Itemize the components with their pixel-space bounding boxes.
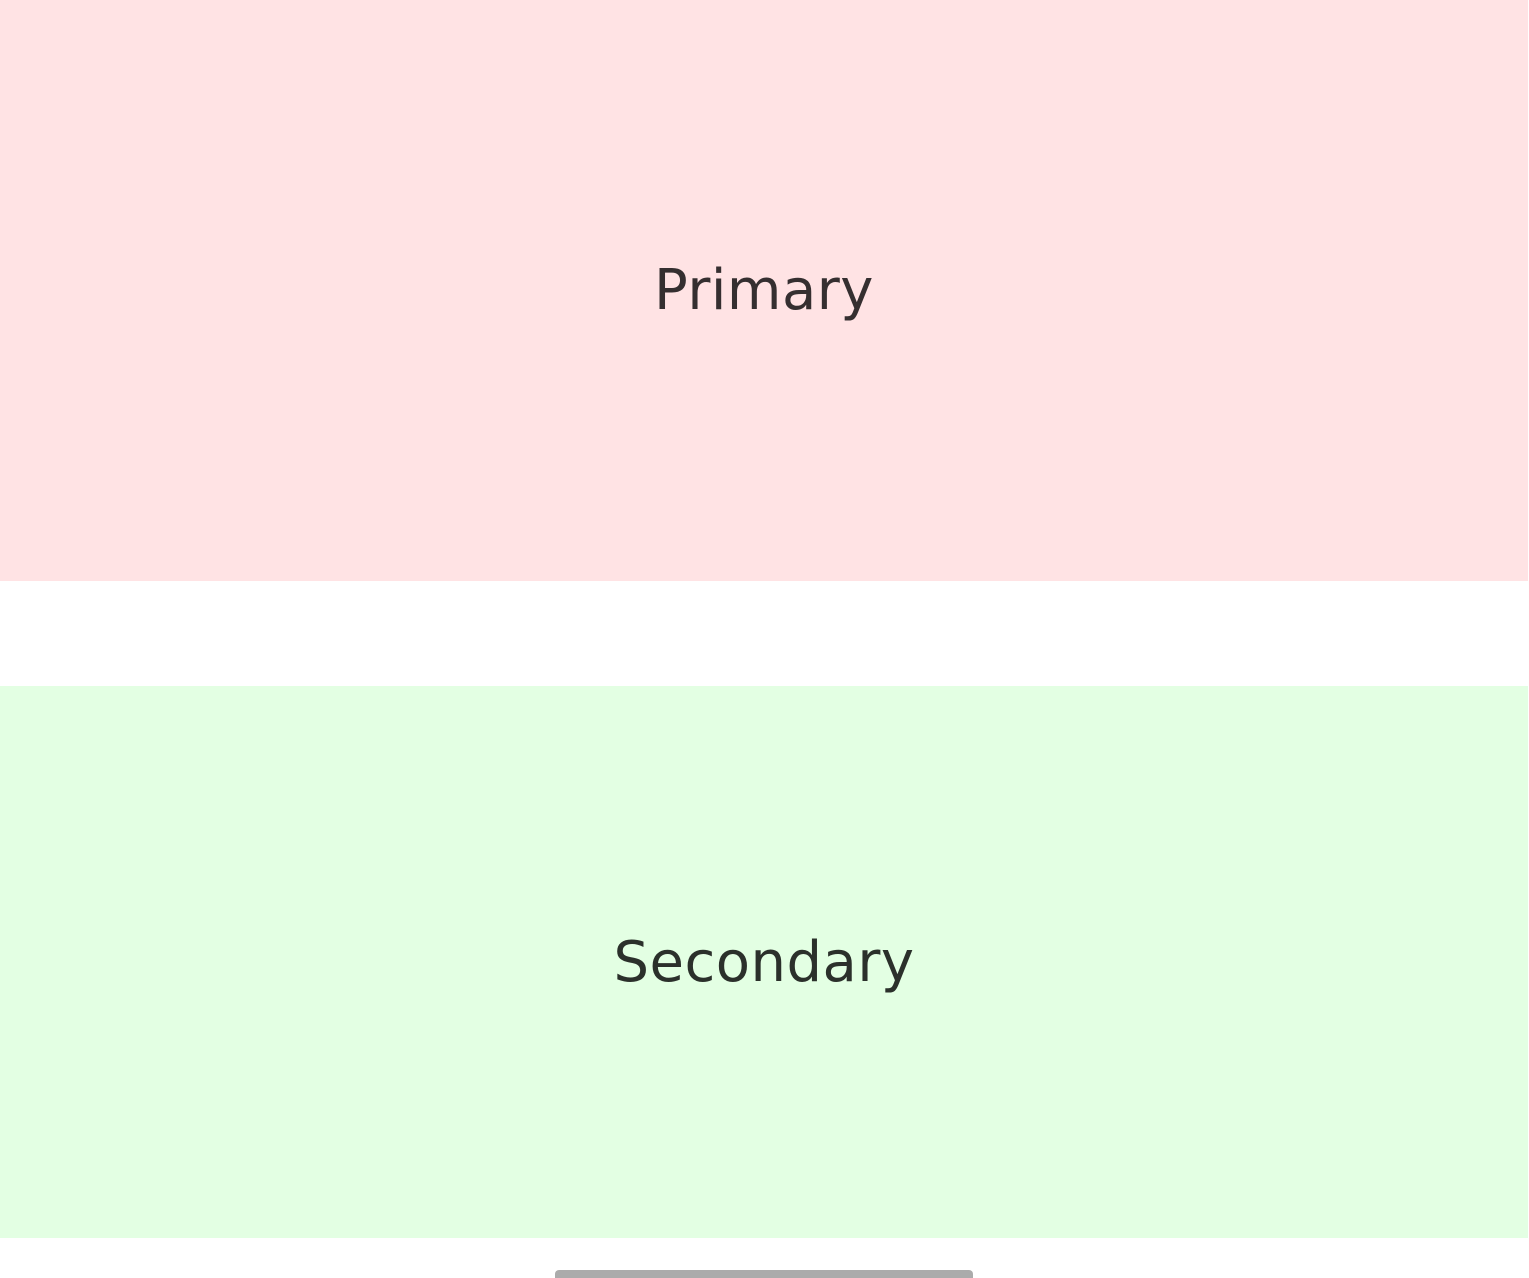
split-divider[interactable] xyxy=(0,581,1529,686)
primary-pane[interactable]: Primary xyxy=(0,0,1528,581)
secondary-pane-label: Secondary xyxy=(613,929,915,995)
secondary-pane[interactable]: Secondary xyxy=(0,686,1528,1238)
gesture-handle-icon[interactable] xyxy=(555,1270,973,1278)
primary-pane-label: Primary xyxy=(654,258,874,323)
